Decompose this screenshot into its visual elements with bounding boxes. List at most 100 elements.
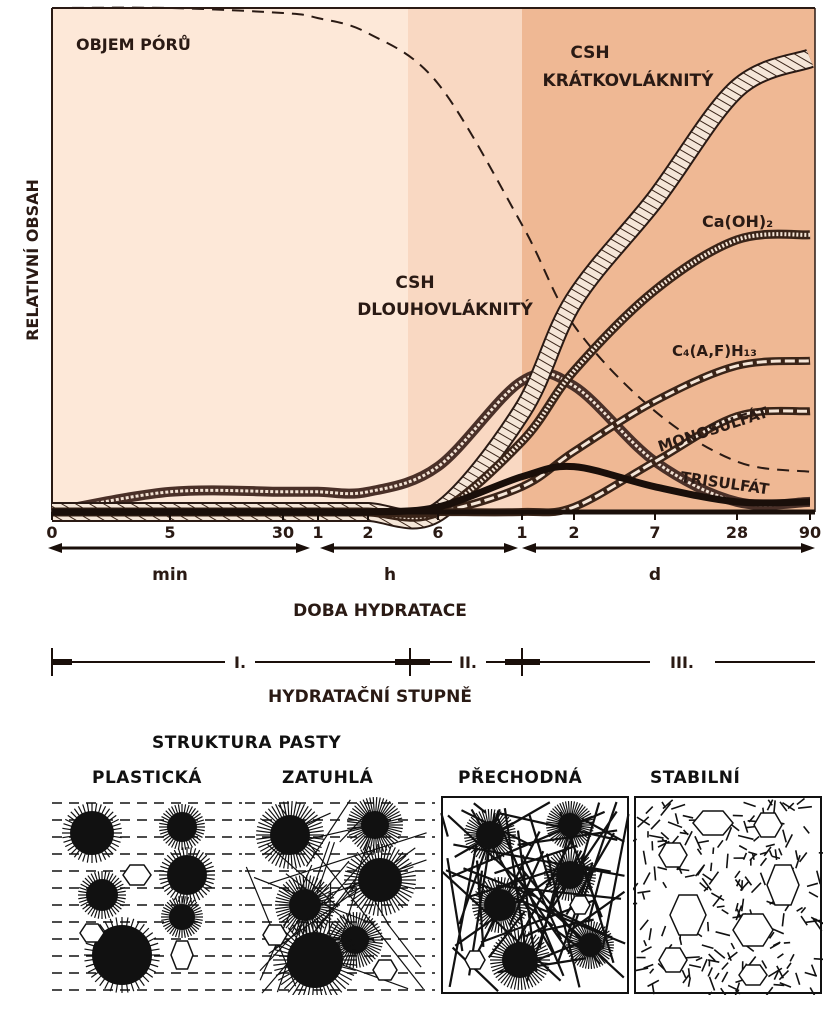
fibre	[772, 928, 785, 935]
fibre	[743, 801, 756, 808]
crystal	[569, 895, 591, 915]
fibre	[521, 854, 563, 940]
fibre	[796, 797, 806, 806]
fibre	[725, 853, 729, 869]
fibre	[769, 942, 781, 950]
fibre	[696, 848, 703, 856]
fibre	[808, 891, 819, 898]
blob-core	[86, 879, 118, 911]
fibre	[687, 968, 691, 978]
fibre	[727, 984, 740, 992]
fibre	[708, 976, 716, 991]
panel-label-transition: PŘECHODNÁ	[458, 768, 583, 788]
crystal	[262, 924, 288, 946]
fibre	[650, 819, 661, 830]
fibre	[514, 874, 571, 954]
fibre	[689, 964, 702, 969]
fibre	[743, 820, 749, 833]
fibre	[804, 971, 818, 977]
stage-label: I.	[234, 653, 246, 672]
fibre	[473, 802, 487, 814]
fibre	[707, 967, 713, 977]
tick-label: 1	[516, 523, 527, 542]
cement-grain	[62, 803, 122, 863]
fibre	[662, 799, 674, 810]
fibre	[763, 846, 772, 857]
fibre	[765, 843, 775, 848]
blob-core	[167, 812, 197, 842]
fibre	[682, 974, 690, 984]
fibre	[767, 967, 783, 978]
stage-label: III.	[670, 653, 694, 672]
fibre	[814, 918, 823, 925]
fibre	[782, 829, 787, 843]
fibre	[720, 987, 727, 995]
fibre	[324, 850, 374, 906]
fibre	[794, 850, 799, 860]
fibre	[713, 948, 726, 959]
fibre	[648, 928, 652, 941]
arrow-h-head-right	[504, 543, 518, 553]
tick-label: 90	[799, 523, 821, 542]
fibre	[779, 801, 788, 812]
fibre	[701, 877, 712, 891]
fibre	[734, 989, 741, 995]
fibre	[667, 821, 683, 829]
fibre	[735, 879, 741, 887]
fibre	[714, 972, 720, 980]
label-c4afh13: C₄(A,F)H₁₃	[672, 342, 757, 360]
fibre	[305, 799, 351, 867]
fibre	[712, 847, 715, 855]
fibre	[708, 871, 720, 885]
fibre	[810, 964, 817, 976]
panel-label-plastic: PLASTICKÁ	[92, 768, 202, 788]
fibre	[528, 814, 553, 887]
fibre	[721, 971, 729, 983]
fibre	[642, 850, 647, 865]
label-csh-short-2: KRÁTKOVLÁKNITÝ	[543, 69, 715, 91]
fibre	[642, 872, 651, 885]
panel-stable	[633, 796, 823, 995]
label-caoh2: Ca(OH)₂	[702, 212, 773, 231]
fibre	[796, 906, 803, 912]
fibre	[798, 805, 812, 809]
cement-grain	[159, 804, 205, 850]
fibre	[695, 956, 703, 962]
arrow-min-head-left	[48, 543, 62, 553]
fibre	[730, 942, 736, 950]
fibre	[551, 810, 618, 908]
blob-core	[578, 933, 602, 957]
panel-transition	[440, 796, 630, 994]
panel-label-stable: STABILNÍ	[650, 768, 741, 788]
fibre	[677, 868, 690, 872]
fibre	[773, 983, 785, 987]
fibre	[687, 977, 692, 987]
fibre	[716, 905, 725, 908]
fibre	[750, 882, 762, 894]
crystal	[79, 923, 105, 943]
fibre	[440, 812, 449, 837]
fibre	[633, 838, 638, 842]
cement-grain	[161, 896, 203, 938]
fibre	[761, 960, 768, 969]
fibre	[774, 849, 778, 861]
fibre	[707, 959, 720, 963]
hydration-chart: 0 5 30 1 2 6 1 2 7 28 90 min h d DOBA HYDRATACE I. II. II…	[23, 6, 821, 707]
fibre	[697, 840, 709, 844]
fibre	[545, 853, 581, 988]
fibre	[795, 854, 801, 869]
cement-grain	[344, 844, 416, 916]
crystal	[753, 812, 783, 838]
fibre	[649, 968, 655, 974]
crystal	[464, 950, 486, 970]
crystal	[658, 842, 688, 868]
fibre	[789, 953, 795, 962]
fibre	[725, 827, 733, 841]
cement-grain	[464, 809, 516, 861]
fibre	[731, 824, 740, 832]
fibre	[800, 915, 808, 926]
fibre	[715, 931, 731, 937]
x-axis-label: DOBA HYDRATACE	[293, 601, 467, 621]
fibre	[660, 831, 670, 840]
fibre	[716, 839, 724, 849]
